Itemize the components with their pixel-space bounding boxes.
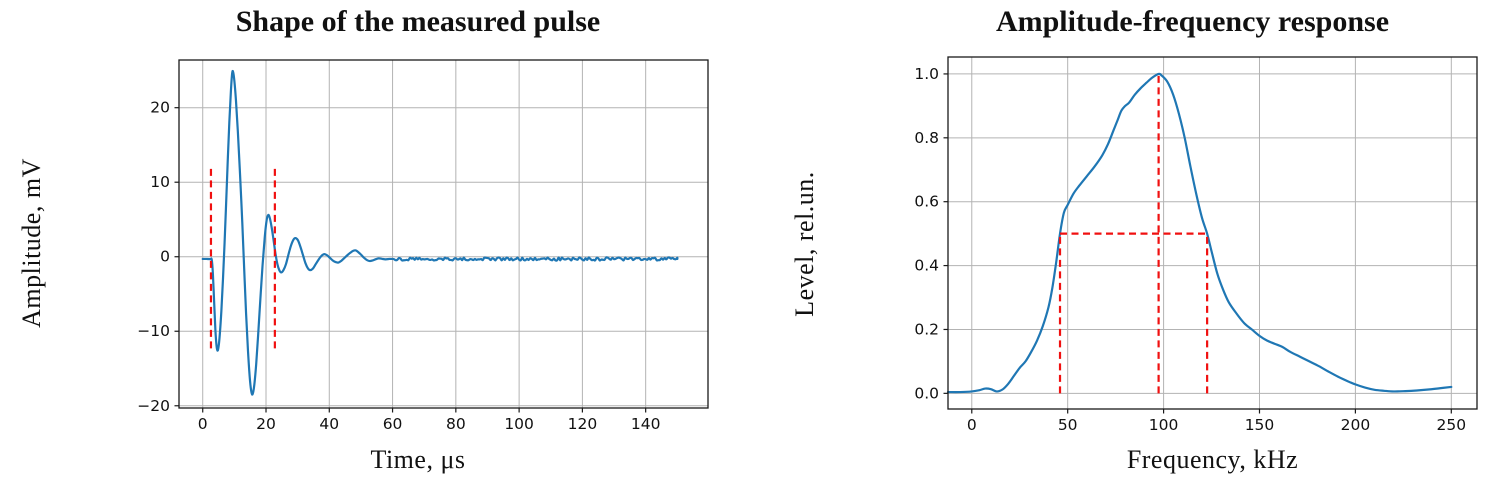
x-tick-label: 0 xyxy=(198,415,208,433)
plot-area xyxy=(179,60,708,408)
x-tick-label: 140 xyxy=(631,415,661,433)
y-tick-label: 0.8 xyxy=(914,129,939,147)
y-axis-label-level: Level, rel.un. xyxy=(790,171,819,317)
x-axis-label-frequency: Frequency, kHz xyxy=(1126,445,1299,474)
y-tick-label: 0.6 xyxy=(914,193,939,211)
chart-pulse: 0 20 40 60 80 100 120 140 −20 −10 0 10 20 xyxy=(137,59,709,433)
chart-title-pulse: Shape of the measured pulse xyxy=(235,5,601,38)
y-tick-label: 20 xyxy=(150,99,170,117)
x-tick-label: 40 xyxy=(319,415,339,433)
x-tick-label: 100 xyxy=(504,415,534,433)
plot-border xyxy=(178,59,709,409)
y-tick-label: 0.2 xyxy=(914,320,939,338)
x-tick-label: 250 xyxy=(1437,416,1467,434)
y-tick-label: 0.4 xyxy=(914,257,939,275)
y-tick-label: −10 xyxy=(137,322,170,340)
y-tick-label: 1.0 xyxy=(914,65,939,83)
x-tick-label: 100 xyxy=(1149,416,1179,434)
chart-afr: 0 50 100 150 200 250 0.0 0.2 0.4 0.6 0.8 1.0 xyxy=(914,56,1478,434)
plot-border xyxy=(947,56,1478,410)
x-axis-label-time: Time, μs xyxy=(370,445,466,474)
series-line-frequency-response xyxy=(946,72,1453,394)
x-tick-label: 0 xyxy=(967,416,977,434)
series-line-measured-pulse xyxy=(201,69,679,396)
plot-area xyxy=(948,57,1477,409)
y-tick-label: −20 xyxy=(137,397,170,415)
y-tick-label: 10 xyxy=(150,173,170,191)
y-tick-label: 0 xyxy=(160,248,170,266)
chart-title-afr: Amplitude-frequency response xyxy=(995,5,1390,38)
x-tick-label: 120 xyxy=(568,415,598,433)
x-tick-label: 60 xyxy=(383,415,403,433)
x-tick-label: 200 xyxy=(1341,416,1371,434)
y-tick-label: 0.0 xyxy=(914,384,939,402)
x-tick-label: 20 xyxy=(256,415,276,433)
x-tick-label: 50 xyxy=(1058,416,1078,434)
y-axis-label-amplitude: Amplitude, mV xyxy=(17,158,46,328)
x-tick-label: 150 xyxy=(1245,416,1275,434)
x-tick-label: 80 xyxy=(446,415,466,433)
